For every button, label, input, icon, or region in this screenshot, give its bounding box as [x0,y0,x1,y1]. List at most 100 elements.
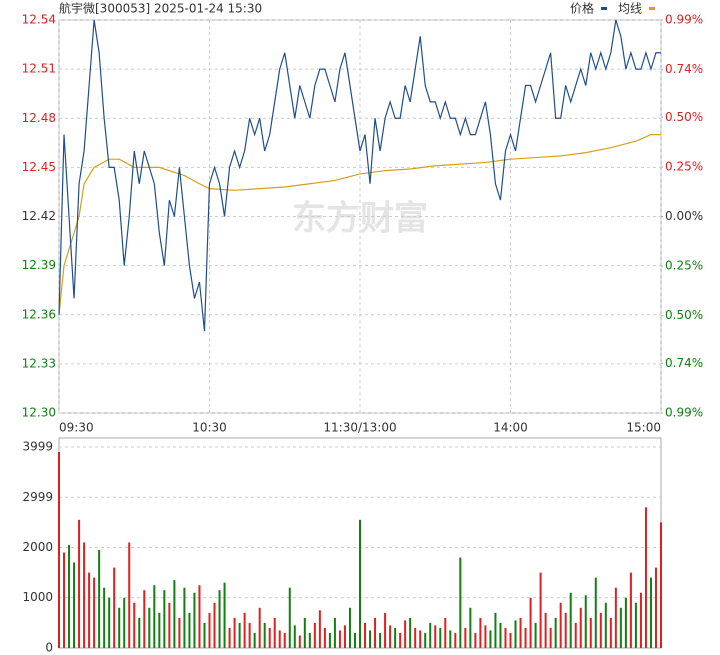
y-tick-label: 12.33 [22,356,56,370]
volume-bar [233,617,236,648]
volume-bar [564,612,567,648]
header: 航宇微[300053] 2025-01-24 15:30 [59,1,262,16]
y-tick-label: 12.54 [22,13,56,27]
volume-bar [389,625,392,648]
volume-bar [248,622,251,648]
volume-bar [554,617,557,648]
y-tick-label: 2000 [22,540,53,554]
volume-bar [644,507,647,648]
y-tick-label: 12.45 [22,160,56,174]
volume-bar [253,632,256,648]
volume-bar [599,612,602,648]
volume-bar [579,607,582,648]
volume-bar [113,567,116,648]
volume-bar [504,627,507,648]
volume-bar [88,572,91,648]
volume-bar [499,622,502,648]
volume-bar [218,590,221,648]
volume-bar [318,610,321,648]
volume-bar [188,612,191,648]
legend-label: 均线 [618,2,642,16]
volume-bar [434,625,437,648]
volume-bar [223,582,226,648]
volume-bar [634,602,637,648]
volume-bar [619,607,622,648]
volume-bar [589,617,592,648]
legend-swatch [601,7,607,10]
volume-bar [108,597,111,648]
volume-bar [173,580,176,648]
volume-bar [479,617,482,648]
volume-bar [649,577,652,648]
volume-bar [559,602,562,648]
volume-bar [604,602,607,648]
volume-bar [243,612,246,648]
volume-bar [404,620,407,648]
y-tick-label: 12.51 [22,62,56,76]
volume-bar [93,577,96,648]
volume-bar [594,577,597,648]
volume-bar [544,612,547,648]
volume-bar [384,612,387,648]
volume-bar [138,617,141,648]
volume-bar [624,597,627,648]
volume-bar [489,630,492,648]
volume-bar [549,627,552,648]
volume-bar [63,552,66,648]
volume-bar [98,549,101,648]
volume-bar [278,630,281,648]
volume-bar [409,617,412,648]
y2-tick-label: 0.74% [665,62,703,76]
legend-swatch [649,7,655,10]
volume-bar [439,627,442,648]
volume-bar [123,597,126,648]
volume-bar [574,622,577,648]
volume-bar [333,617,336,648]
y2-tick-label: 0.00% [665,209,703,223]
x-tick-label: 15:00 [626,421,661,435]
volume-bar [183,587,186,648]
y2-tick-label: 0.50% [665,308,703,322]
volume-bar [629,572,632,648]
volume-bar [524,627,527,648]
volume-bar [103,587,106,648]
y2-tick-label: 0.74% [665,356,703,370]
volume-bar [374,617,377,648]
volume-bar [283,632,286,648]
volume-bar [469,607,472,648]
volume-bar [639,592,642,648]
y-tick-label: 12.48 [22,111,56,125]
y2-tick-label: 0.25% [665,259,703,273]
volume-bar [509,632,512,648]
x-tick-label: 10:30 [192,421,227,435]
volume-bar [168,602,171,648]
volume-bar [208,612,211,648]
volume-bar [228,627,231,648]
y-tick-label: 0 [45,641,53,655]
volume-bar [288,587,291,648]
volume-bar [449,630,452,648]
y-tick-label: 12.30 [22,406,56,420]
y2-tick-label: 0.99% [665,13,703,27]
volume-bar [143,590,146,648]
volume-bar [178,617,181,648]
volume-bar [609,617,612,648]
volume-bar [68,544,71,648]
volume-bar [158,612,161,648]
volume-bar [338,630,341,648]
x-tick-label: 09:30 [59,421,94,435]
volume-bar [369,630,372,648]
y2-tick-label: 0.99% [665,406,703,420]
volume-bar [419,630,422,648]
volume-bar [213,602,216,648]
volume-bar [529,597,532,648]
volume-bar [313,622,316,648]
volume-bar [660,522,662,648]
volume-bar [348,607,351,648]
volume-bar [298,635,301,648]
volume-bar [148,607,151,648]
volume-bar [364,622,367,648]
volume-bar [569,592,572,648]
volume-bar [238,622,241,648]
